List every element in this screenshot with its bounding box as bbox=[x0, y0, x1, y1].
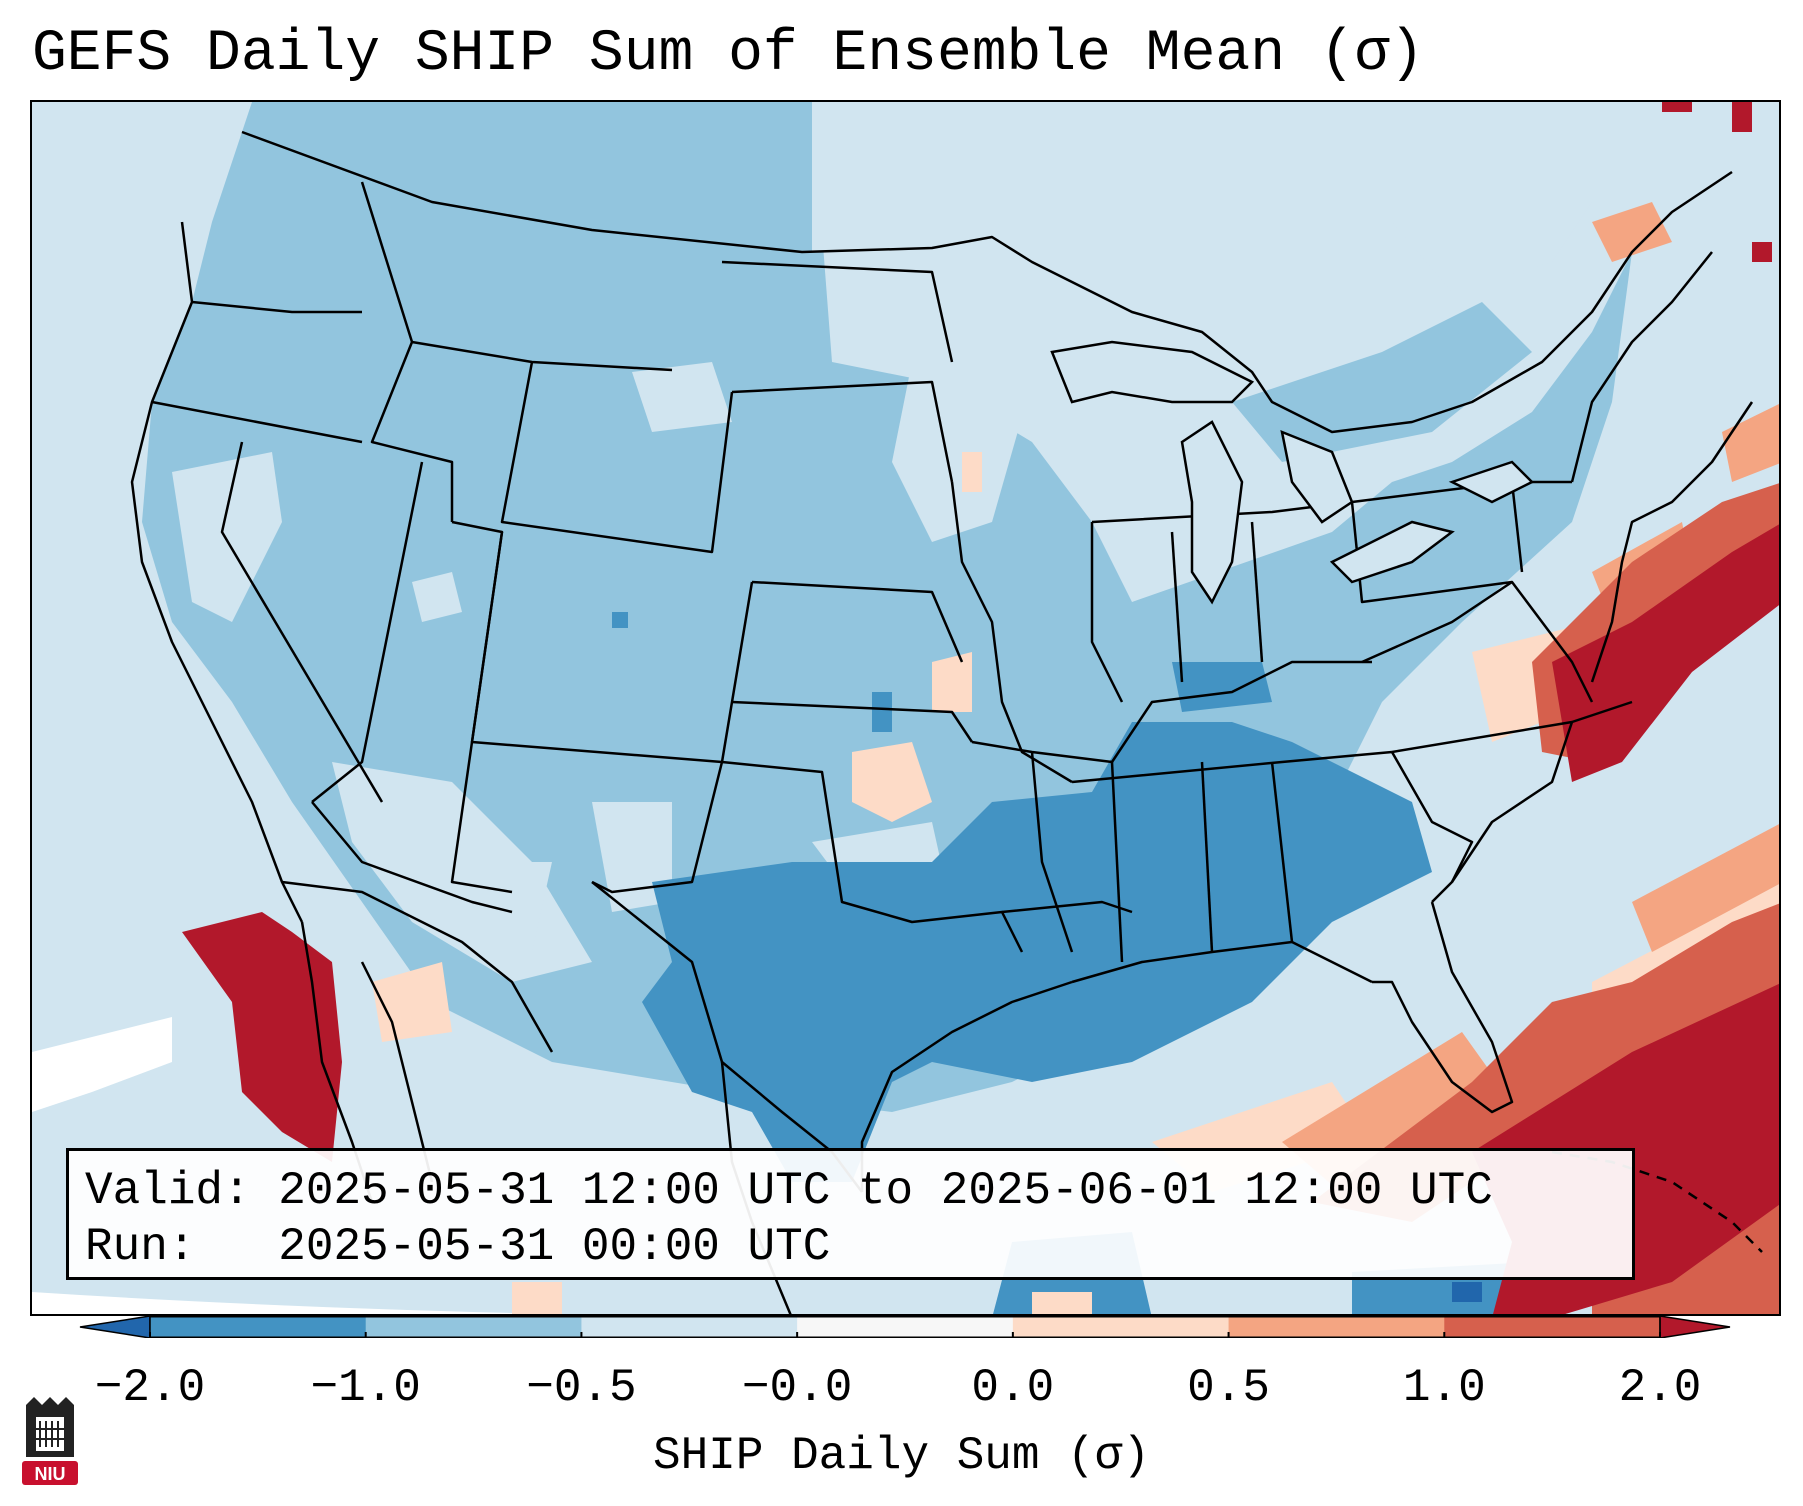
colorbar-extend-high bbox=[1659, 1316, 1731, 1338]
colorbar-tick: −0.0 bbox=[741, 1362, 853, 1414]
valid-time-box: Valid: 2025-05-31 12:00 UTC to 2025-06-0… bbox=[66, 1148, 1635, 1280]
anomaly-field-white bbox=[32, 1017, 172, 1112]
colorbar-tick: 2.0 bbox=[1618, 1362, 1702, 1414]
map-frame bbox=[30, 100, 1781, 1316]
map-title: GEFS Daily SHIP Sum of Ensemble Mean (σ) bbox=[32, 22, 1425, 87]
colorbar-bin bbox=[1228, 1316, 1445, 1338]
colorbar-outline bbox=[149, 1316, 1661, 1338]
colorbar-bin bbox=[1012, 1316, 1230, 1338]
colorbar-bin bbox=[1444, 1316, 1661, 1338]
colorbar-tick: −1.0 bbox=[310, 1362, 421, 1414]
run-line: Run: 2025-05-31 00:00 UTC bbox=[85, 1221, 831, 1273]
colorbar-extend-low bbox=[79, 1316, 151, 1338]
colorbar-tick: 0.5 bbox=[1187, 1362, 1270, 1414]
niu-logo: NIU bbox=[22, 1397, 78, 1485]
colorbar-tick: −2.0 bbox=[94, 1362, 206, 1414]
anomaly-field-darkest-blue bbox=[1452, 1282, 1482, 1302]
logo-text: NIU bbox=[35, 1464, 66, 1484]
colorbar-tick: 0.0 bbox=[971, 1362, 1055, 1414]
colorbar-bin bbox=[365, 1316, 582, 1338]
colorbar-bin bbox=[797, 1316, 1014, 1338]
anomaly-field-light-blue bbox=[172, 102, 1592, 982]
map-canvas bbox=[32, 102, 1779, 1314]
colorbar-tick: −0.5 bbox=[526, 1362, 637, 1414]
colorbar-bin bbox=[150, 1316, 367, 1338]
colorbar-bin bbox=[581, 1316, 798, 1338]
great-lakes bbox=[1050, 340, 1535, 605]
colorbar bbox=[79, 1316, 1731, 1338]
projection-edge bbox=[32, 1292, 556, 1314]
valid-line: Valid: 2025-05-31 12:00 UTC to 2025-06-0… bbox=[85, 1165, 1493, 1217]
colorbar-tick: 1.0 bbox=[1402, 1362, 1486, 1414]
colorbar-label: SHIP Daily Sum (σ) bbox=[653, 1430, 1150, 1482]
